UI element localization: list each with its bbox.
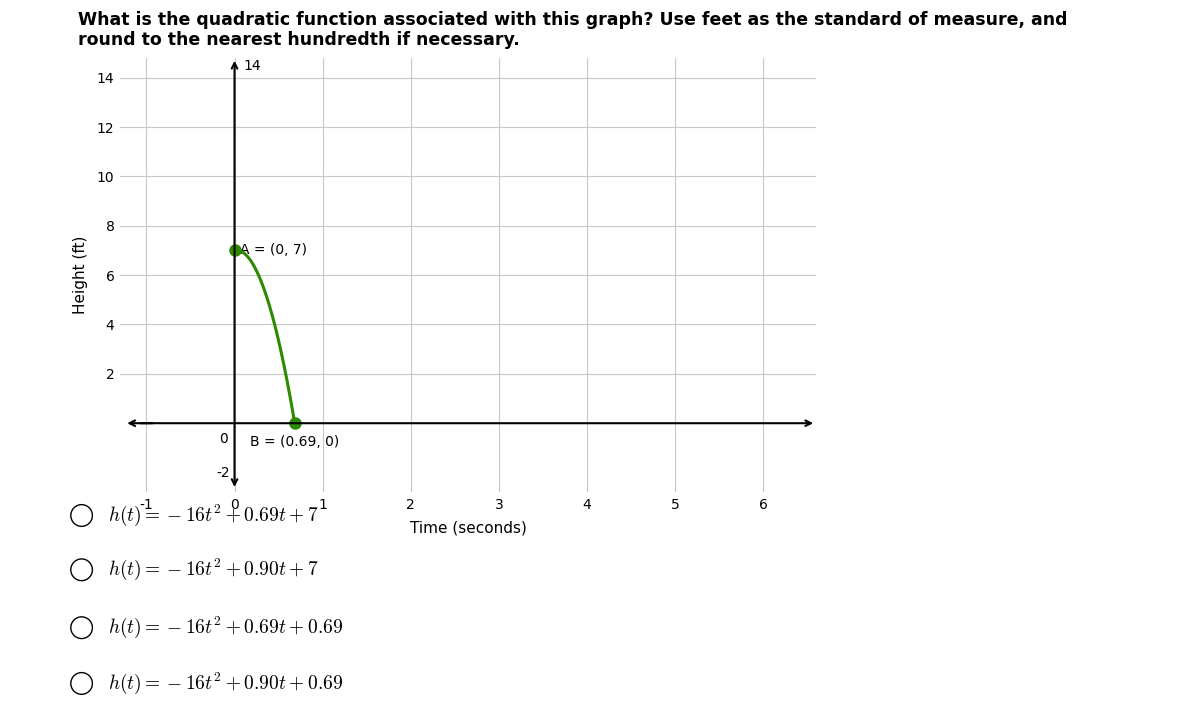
Text: 14: 14 bbox=[244, 59, 260, 72]
X-axis label: Time (seconds): Time (seconds) bbox=[409, 521, 527, 535]
Text: B = (0.69, 0): B = (0.69, 0) bbox=[251, 434, 340, 449]
Text: $h(t) = -16t^2 + 0.90t + 0.69$: $h(t) = -16t^2 + 0.90t + 0.69$ bbox=[108, 670, 343, 696]
Text: 0: 0 bbox=[218, 432, 228, 446]
Text: $h(t) = -16t^2 + 0.90t + 7$: $h(t) = -16t^2 + 0.90t + 7$ bbox=[108, 557, 319, 583]
Y-axis label: Height (ft): Height (ft) bbox=[73, 236, 89, 314]
Text: What is the quadratic function associated with this graph? Use feet as the stand: What is the quadratic function associate… bbox=[78, 11, 1068, 29]
Text: $h(t) = -16t^2 + 0.69t + 7$: $h(t) = -16t^2 + 0.69t + 7$ bbox=[108, 502, 319, 529]
Text: round to the nearest hundredth if necessary.: round to the nearest hundredth if necess… bbox=[78, 31, 520, 49]
Text: A = (0, 7): A = (0, 7) bbox=[240, 243, 307, 258]
Text: -2: -2 bbox=[216, 466, 230, 479]
Text: $h(t) = -16t^2 + 0.69t + 0.69$: $h(t) = -16t^2 + 0.69t + 0.69$ bbox=[108, 615, 343, 641]
